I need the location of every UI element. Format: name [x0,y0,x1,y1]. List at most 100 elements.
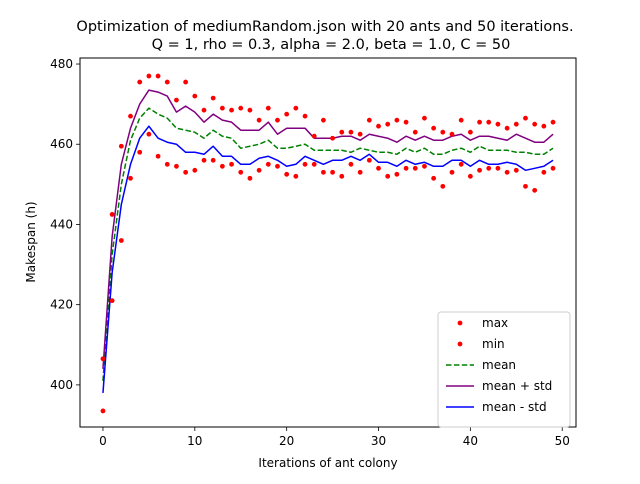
chart-title: Optimization of mediumRandom.json with 2… [76,19,573,35]
data-point-0-1 [109,212,115,217]
data-point-1-26 [339,173,345,179]
data-point-1-8 [174,163,179,169]
legend-label-0: max [482,316,508,330]
legend-label-4: mean - std [482,400,547,414]
data-point-0-20 [284,111,290,117]
data-point-1-45 [513,167,519,173]
data-point-1-7 [164,161,170,167]
data-point-0-32 [394,117,400,123]
data-point-1-10 [192,167,198,173]
data-point-0-37 [440,129,446,135]
data-point-0-45 [513,121,519,127]
data-point-1-0 [100,408,106,414]
data-point-0-9 [183,79,189,85]
data-point-1-15 [238,169,244,175]
data-point-1-17 [256,167,262,173]
data-point-1-1 [109,298,115,304]
data-point-1-35 [422,163,427,169]
y-axis-label: Makespan (h) [24,201,38,282]
data-point-1-25 [330,169,335,175]
x-tick-label: 50 [555,434,570,448]
legend-label-1: min [482,337,505,351]
data-point-0-46 [523,115,528,121]
x-tick-label: 10 [187,434,202,448]
data-point-1-21 [293,173,299,179]
data-point-1-28 [357,169,363,175]
data-point-1-12 [210,157,216,163]
data-point-1-48 [541,169,547,175]
data-point-1-43 [495,165,501,171]
data-point-0-11 [201,107,207,113]
legend-label-3: mean + std [482,379,552,393]
data-point-0-8 [174,97,179,103]
data-point-1-22 [302,161,308,167]
x-tick-label: 40 [463,434,478,448]
data-point-0-34 [412,129,418,135]
data-point-1-16 [247,175,253,181]
x-axis: 0 10 20 30 40 50 [99,427,570,448]
chart-subtitle: Q = 1, rho = 0.3, alpha = 2.0, beta = 1.… [152,37,511,53]
data-point-1-31 [385,173,391,179]
data-point-0-27 [348,129,354,135]
legend-box [437,311,571,428]
legend: max min mean mean + std mean - std [437,311,571,428]
data-point-1-6 [155,153,161,159]
legend-marker-0 [457,320,463,326]
data-point-1-47 [532,187,538,193]
data-point-0-40 [467,129,473,135]
data-point-0-31 [385,121,391,127]
data-point-0-17 [256,117,262,123]
data-point-1-11 [201,157,207,163]
data-point-1-34 [412,165,418,171]
data-point-1-42 [486,165,492,171]
data-point-0-14 [229,107,234,113]
legend-marker-1 [457,341,463,347]
data-point-0-33 [403,119,409,125]
data-point-1-19 [275,163,280,169]
data-point-0-26 [339,129,345,135]
data-point-1-27 [348,161,354,167]
data-point-1-24 [321,169,326,175]
data-point-1-33 [403,165,409,171]
plot-frame [79,57,577,428]
data-point-1-46 [523,183,528,189]
series-line-3 [102,89,554,369]
data-point-0-49 [550,119,556,125]
data-point-0-15 [238,105,244,111]
data-point-0-6 [155,73,161,79]
data-point-1-23 [311,161,317,167]
data-point-1-29 [366,157,372,163]
data-point-0-10 [192,93,198,99]
data-point-0-19 [275,117,280,123]
data-point-0-21 [293,105,299,111]
data-point-0-23 [311,133,317,139]
data-point-0-38 [449,131,455,137]
data-point-1-30 [376,165,381,171]
data-point-0-28 [357,131,363,137]
data-point-0-39 [458,117,464,123]
data-point-1-36 [431,175,437,181]
data-point-1-20 [284,171,290,177]
data-point-0-0 [100,356,106,362]
data-point-0-48 [541,123,547,129]
data-point-0-24 [321,117,326,123]
data-point-0-12 [210,95,216,101]
y-tick-label: 420 [50,298,73,312]
data-point-0-7 [164,79,170,85]
data-point-1-44 [504,169,510,175]
data-point-0-22 [302,113,308,119]
data-point-0-2 [118,143,124,149]
data-point-0-25 [330,135,335,141]
y-tick-label: 460 [50,137,73,151]
data-point-0-16 [247,107,253,113]
data-point-1-14 [229,161,234,167]
y-tick-label: 480 [50,57,73,71]
data-point-1-9 [183,169,189,175]
y-tick-label: 400 [50,378,73,392]
x-tick-label: 0 [99,434,107,448]
data-point-0-5 [146,73,152,79]
data-point-0-44 [504,125,510,131]
y-axis: 400 420 440 460 480 [50,57,80,392]
x-tick-label: 30 [371,434,386,448]
